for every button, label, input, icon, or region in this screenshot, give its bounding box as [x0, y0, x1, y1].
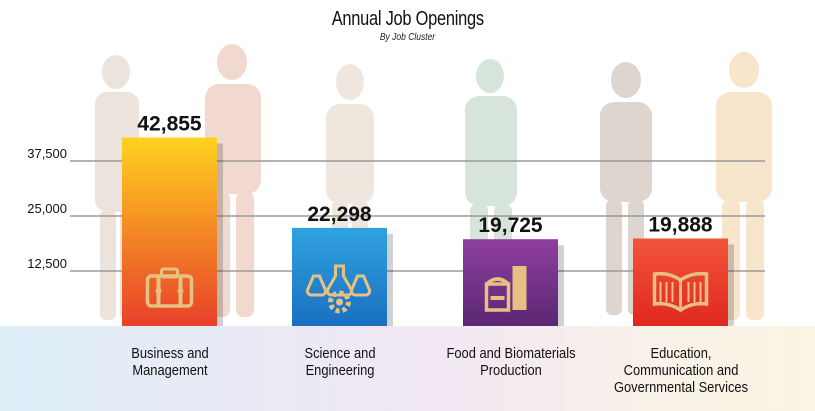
category-label-line: Production	[479, 362, 542, 379]
chart-header: Annual Job Openings By Job Cluster	[0, 8, 815, 43]
category-label-line: Science and	[303, 345, 376, 362]
category-label-line: Business and	[130, 345, 209, 362]
category-label-line: Management	[131, 362, 208, 379]
category-label: Food and Biomaterials Production	[429, 345, 592, 379]
y-tick-label: 12,500	[27, 256, 67, 271]
category-label-line: Food and Biomaterials	[445, 345, 576, 362]
category-label: Science and Engineering	[258, 345, 421, 379]
category-band	[0, 326, 815, 411]
category-label-line: Education,	[650, 345, 711, 362]
bars: 42,855 22,298 19,725 19,888	[122, 112, 734, 326]
category-label-line: Governmental Services	[613, 379, 748, 396]
category-label-line: Communication and	[623, 362, 738, 379]
briefcase-icon	[145, 267, 194, 308]
y-tick-label: 37,500	[27, 146, 67, 161]
value-label: 19,725	[478, 214, 543, 237]
chart-subtitle: By Job Cluster	[379, 32, 436, 43]
value-label: 19,888	[648, 213, 713, 236]
category-label: Business and Management	[88, 345, 251, 379]
bar-3	[463, 239, 558, 326]
bar-1	[122, 137, 217, 326]
lab-flasks-gear-icon	[305, 264, 372, 314]
value-label: 42,855	[137, 112, 202, 135]
category-label-line: Engineering	[305, 362, 374, 379]
grain-storage-icon	[484, 266, 527, 312]
category-label: Education, Communication and Governmental …	[599, 345, 762, 396]
y-tick-label: 25,000	[27, 201, 67, 216]
value-label: 22,298	[307, 203, 372, 226]
chart-title: Annual Job Openings	[331, 8, 484, 30]
open-book-icon	[652, 271, 709, 313]
